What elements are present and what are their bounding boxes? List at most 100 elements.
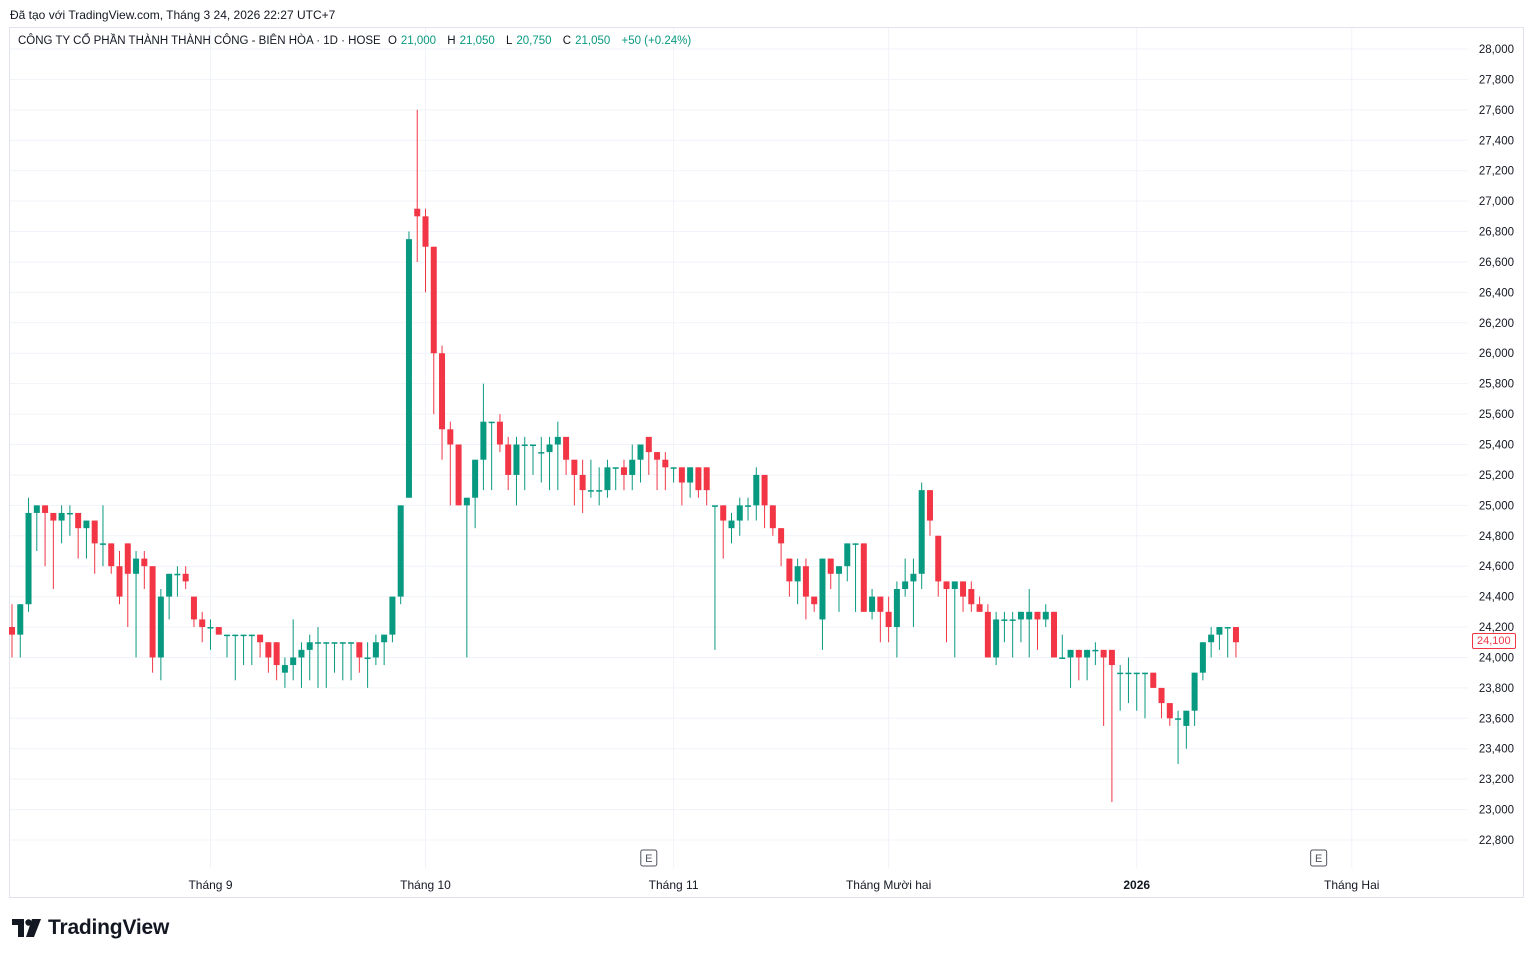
candle[interactable] (1208, 627, 1215, 658)
candle[interactable] (257, 634, 264, 658)
candle[interactable] (629, 444, 636, 491)
candle[interactable] (885, 596, 892, 643)
earnings-marker[interactable]: E (1310, 849, 1328, 867)
candle[interactable] (596, 467, 603, 506)
candle[interactable] (1001, 611, 1008, 643)
candle[interactable] (1175, 710, 1182, 764)
candle[interactable] (827, 558, 834, 590)
candle[interactable] (314, 627, 321, 688)
candle[interactable] (786, 558, 793, 597)
candle[interactable] (1034, 611, 1041, 650)
candle[interactable] (447, 421, 454, 506)
candle[interactable] (298, 642, 305, 688)
candle[interactable] (17, 604, 24, 658)
candle[interactable] (1017, 611, 1024, 643)
candle[interactable] (802, 558, 809, 620)
candle[interactable] (157, 589, 164, 681)
candle[interactable] (496, 414, 503, 453)
candle[interactable] (372, 634, 379, 666)
candle[interactable] (736, 497, 743, 536)
candle[interactable] (1150, 672, 1157, 688)
candle[interactable] (753, 467, 760, 521)
candle[interactable] (207, 619, 214, 650)
candle[interactable] (571, 459, 578, 506)
candle[interactable] (662, 452, 669, 491)
candle[interactable] (1084, 649, 1091, 681)
candle[interactable] (414, 109, 421, 262)
candle[interactable] (405, 231, 412, 498)
candle[interactable] (42, 505, 49, 567)
candle[interactable] (1166, 703, 1173, 726)
candle[interactable] (224, 634, 231, 658)
candle[interactable] (1100, 649, 1107, 726)
candle[interactable] (306, 634, 313, 681)
candle[interactable] (521, 436, 528, 491)
candle[interactable] (190, 596, 197, 628)
candle[interactable] (232, 634, 239, 681)
candle[interactable] (1067, 649, 1074, 688)
candle[interactable] (348, 642, 355, 681)
candle[interactable] (778, 528, 785, 567)
candle[interactable] (1133, 672, 1140, 711)
candle[interactable] (720, 505, 727, 559)
candle[interactable] (25, 497, 32, 612)
candle[interactable] (678, 467, 685, 506)
candle[interactable] (637, 444, 644, 483)
candle[interactable] (538, 436, 545, 483)
candle[interactable] (1199, 642, 1206, 681)
candle[interactable] (811, 596, 818, 612)
candle[interactable] (331, 642, 338, 673)
candle[interactable] (703, 467, 710, 506)
candle[interactable] (240, 634, 247, 666)
candle[interactable] (1042, 604, 1049, 628)
candle[interactable] (1026, 589, 1033, 658)
candle[interactable] (893, 581, 900, 658)
candle[interactable] (918, 482, 925, 590)
candle[interactable] (993, 611, 1000, 666)
candle[interactable] (687, 467, 694, 498)
candle[interactable] (141, 550, 148, 590)
candle[interactable] (265, 642, 272, 673)
candle[interactable] (587, 459, 594, 498)
candle[interactable] (1108, 649, 1115, 802)
candle[interactable] (943, 581, 950, 643)
candle[interactable] (530, 444, 537, 475)
candle[interactable] (455, 444, 462, 506)
candle[interactable] (728, 512, 735, 544)
candle[interactable] (149, 566, 156, 673)
candle[interactable] (769, 505, 776, 536)
candle[interactable] (695, 467, 702, 498)
candle[interactable] (1125, 657, 1132, 704)
candle[interactable] (505, 436, 512, 491)
candle[interactable] (960, 581, 967, 612)
symbol-title[interactable]: CÔNG TY CỔ PHẦN THÀNH THÀNH CÔNG - BIÊN … (18, 35, 381, 47)
candle[interactable] (935, 535, 942, 597)
candle[interactable] (1075, 649, 1082, 681)
candle[interactable] (869, 589, 876, 620)
candle[interactable] (389, 596, 396, 643)
candle[interactable] (323, 642, 330, 688)
candle[interactable] (166, 573, 173, 620)
candle[interactable] (422, 208, 429, 293)
candle[interactable] (745, 497, 752, 521)
candle[interactable] (645, 436, 652, 475)
candle[interactable] (761, 474, 768, 529)
candle[interactable] (1009, 611, 1016, 658)
candle[interactable] (836, 566, 842, 612)
candle[interactable] (430, 246, 437, 415)
candle[interactable] (1141, 672, 1148, 719)
candle[interactable] (99, 505, 106, 567)
candle[interactable] (133, 550, 140, 658)
candle[interactable] (356, 642, 363, 673)
candle[interactable] (670, 467, 677, 483)
candle[interactable] (364, 642, 371, 688)
candle[interactable] (976, 596, 983, 612)
candle[interactable] (75, 512, 82, 559)
candle[interactable] (174, 566, 181, 597)
candle[interactable] (116, 550, 123, 605)
tradingview-brand[interactable]: TradingView (12, 916, 169, 940)
candle[interactable] (58, 505, 65, 544)
candle[interactable] (554, 421, 561, 491)
candle[interactable] (480, 383, 487, 491)
